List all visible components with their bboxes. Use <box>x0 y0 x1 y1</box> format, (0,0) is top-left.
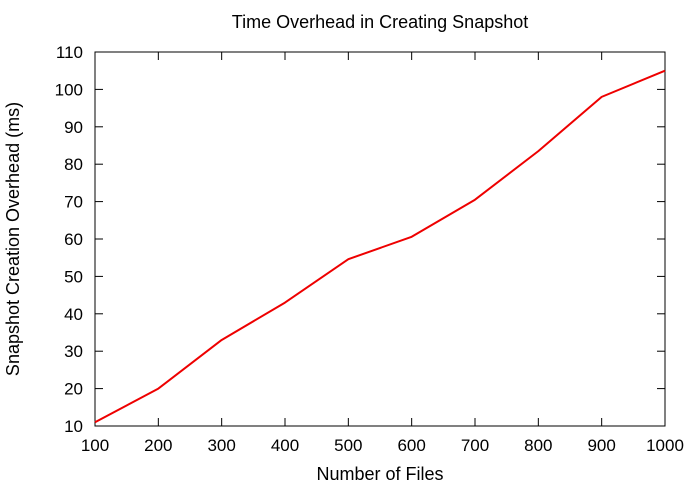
series-line <box>94 69 666 424</box>
x-tick-label: 700 <box>461 436 489 455</box>
y-tick-label: 30 <box>64 342 83 361</box>
y-tick-label: 50 <box>64 267 83 286</box>
axis-tick-labels: 100 200 300 400 500 600 700 800 900 1000 10 20 30 40 5… <box>55 43 684 455</box>
x-tick-label: 600 <box>397 436 425 455</box>
x-tick-label: 300 <box>207 436 235 455</box>
y-tick-label: 110 <box>56 43 83 62</box>
y-tick-label: 100 <box>55 80 83 99</box>
x-tick-label: 500 <box>334 436 362 455</box>
x-tick-label: 100 <box>81 436 109 455</box>
y-tick-label: 40 <box>64 305 83 324</box>
axis-ticks <box>94 51 666 427</box>
x-tick-label: 900 <box>587 436 615 455</box>
chart-title: Time Overhead in Creating Snapshot <box>232 12 529 32</box>
x-axis-label: Number of Files <box>316 464 443 484</box>
x-tick-label: 1000 <box>646 436 684 455</box>
y-tick-label: 70 <box>64 193 83 212</box>
series-layer <box>94 69 666 424</box>
y-axis-label: Snapshot Creation Overhead (ms) <box>3 102 23 376</box>
y-tick-label: 20 <box>64 380 83 399</box>
y-tick-label: 80 <box>64 155 83 174</box>
y-tick-label: 60 <box>64 230 83 249</box>
y-tick-label: 10 <box>64 417 83 436</box>
x-tick-label: 400 <box>271 436 299 455</box>
x-tick-label: 800 <box>524 436 552 455</box>
y-tick-label: 90 <box>64 118 83 137</box>
plot-area-frame <box>94 51 666 427</box>
x-tick-label: 200 <box>144 436 172 455</box>
